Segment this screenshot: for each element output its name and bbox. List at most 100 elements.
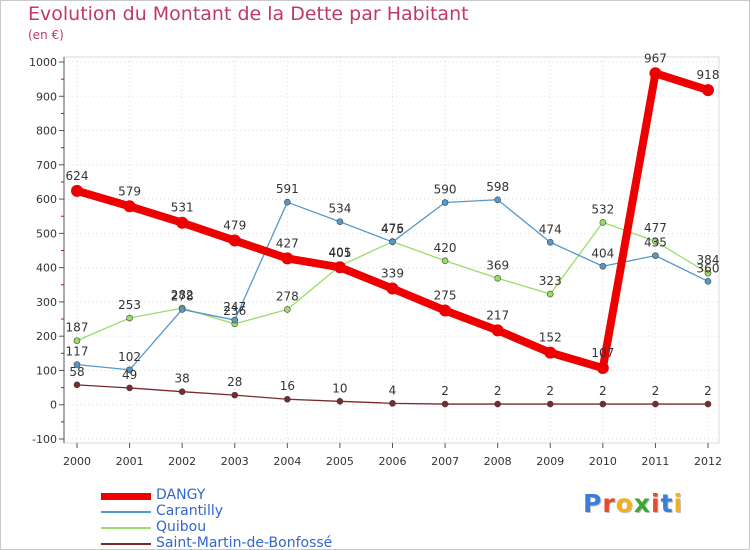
data-point-carantilly (494, 196, 501, 204)
data-label-quibou: 420 (434, 241, 457, 255)
proxiti-logo: Proxiti (583, 489, 683, 518)
data-point-quibou (73, 337, 81, 344)
y-tick-label: 600 (36, 193, 57, 206)
data-point-dangy (649, 67, 662, 80)
chart-title: Evolution du Montant de la Dette par Hab… (28, 3, 469, 25)
data-point-dangy (439, 304, 452, 317)
data-label-carantilly: 278 (171, 289, 194, 303)
x-tick-label: 2010 (589, 455, 617, 468)
data-label-dangy: 275 (434, 288, 457, 302)
y-tick-label: -100 (32, 433, 57, 446)
data-point-carantilly (704, 278, 712, 285)
legend-label-quibou: Quibou (156, 519, 207, 535)
data-label-saint-martin-de-bonfoss-: 28 (227, 375, 242, 389)
data-point-carantilly (231, 316, 239, 324)
data-point-saint-martin-de-bonfoss- (126, 384, 133, 392)
chart-subtitle: (en €) (28, 28, 64, 42)
data-label-quibou: 278 (276, 289, 299, 303)
y-tick-label: 400 (36, 262, 57, 275)
y-tick-label: 900 (36, 90, 57, 103)
data-label-dangy: 217 (486, 308, 509, 322)
data-point-dangy (176, 216, 189, 229)
data-label-quibou: 282 (171, 288, 194, 302)
data-point-dangy (71, 184, 83, 197)
data-label-carantilly: 475 (381, 222, 404, 236)
y-tick-label: 100 (36, 364, 57, 377)
data-point-carantilly (441, 199, 449, 206)
data-label-carantilly: 404 (591, 246, 614, 260)
data-point-saint-martin-de-bonfoss- (231, 391, 239, 399)
x-tick-label: 2009 (536, 455, 564, 468)
y-tick-label: 700 (36, 159, 57, 172)
logo-letter: i (673, 489, 684, 518)
data-point-dangy (596, 362, 609, 375)
data-label-dangy: 107 (591, 346, 614, 360)
data-point-dangy (491, 324, 504, 337)
data-point-saint-martin-de-bonfoss- (704, 400, 712, 408)
x-tick-label: 2011 (641, 455, 669, 468)
data-point-saint-martin-de-bonfoss- (441, 400, 449, 408)
data-label-carantilly: 591 (276, 182, 299, 196)
data-point-quibou (704, 269, 712, 277)
data-label-saint-martin-de-bonfoss-: 4 (389, 383, 397, 397)
y-tick-label: 500 (36, 227, 57, 240)
legend-swatch-quibou (101, 527, 151, 529)
data-point-dangy (228, 234, 241, 247)
data-point-saint-martin-de-bonfoss- (389, 400, 396, 407)
data-label-quibou: 532 (591, 202, 614, 216)
x-tick-label: 2001 (116, 455, 144, 468)
data-label-saint-martin-de-bonfoss-: 2 (441, 384, 449, 398)
data-point-carantilly (178, 306, 186, 313)
data-label-dangy: 624 (66, 169, 89, 183)
data-label-quibou: 476 (381, 222, 404, 236)
data-label-carantilly: 247 (223, 300, 246, 314)
legend-swatch-saint-martin (101, 543, 151, 545)
x-tick-label: 2007 (431, 455, 459, 468)
legend-label-saint-martin: Saint-Martin-de-Bonfossé (156, 535, 333, 550)
data-label-dangy: 152 (539, 331, 562, 345)
data-label-quibou: 253 (118, 298, 141, 312)
data-label-carantilly: 117 (66, 345, 89, 359)
data-point-saint-martin-de-bonfoss- (546, 400, 554, 408)
data-point-dangy (123, 200, 136, 213)
y-tick-label: 800 (36, 125, 57, 138)
data-point-quibou (652, 237, 659, 245)
legend-swatch-carantilly (101, 511, 151, 513)
data-point-quibou (546, 290, 554, 298)
logo-letter: i (651, 489, 661, 518)
legend-label-dangy: DANGY (156, 487, 206, 503)
data-label-dangy: 479 (223, 219, 246, 233)
data-label-carantilly: 435 (644, 236, 667, 250)
logo-letter: t (660, 489, 674, 518)
data-label-quibou: 236 (223, 304, 246, 318)
data-point-carantilly (126, 366, 133, 374)
data-label-carantilly: 102 (118, 350, 141, 364)
data-label-quibou: 323 (539, 274, 562, 288)
data-point-quibou (599, 219, 607, 226)
data-label-carantilly: 474 (539, 222, 562, 236)
data-point-dangy (281, 252, 294, 265)
logo-letter: x (633, 489, 651, 518)
x-tick-label: 2002 (168, 455, 196, 468)
data-label-quibou: 384 (697, 253, 720, 267)
data-label-saint-martin-de-bonfoss-: 16 (280, 379, 295, 393)
data-point-saint-martin-de-bonfoss- (599, 400, 607, 408)
data-label-dangy: 427 (276, 236, 299, 250)
data-point-dangy (386, 282, 399, 295)
data-label-dangy: 401 (328, 245, 351, 259)
data-point-saint-martin-de-bonfoss- (336, 397, 344, 405)
data-label-saint-martin-de-bonfoss-: 2 (652, 384, 660, 398)
data-label-quibou: 369 (486, 258, 509, 272)
data-point-carantilly (652, 252, 659, 259)
legend-swatch-dangy (101, 493, 151, 500)
data-point-carantilly (546, 238, 554, 246)
data-point-saint-martin-de-bonfoss- (494, 400, 501, 408)
data-label-carantilly: 534 (328, 202, 351, 216)
data-label-dangy: 531 (171, 201, 194, 215)
x-tick-label: 2004 (273, 455, 301, 468)
data-label-dangy: 339 (381, 267, 404, 281)
y-tick-label: 1000 (29, 56, 57, 69)
data-label-saint-martin-de-bonfoss-: 38 (175, 372, 190, 386)
